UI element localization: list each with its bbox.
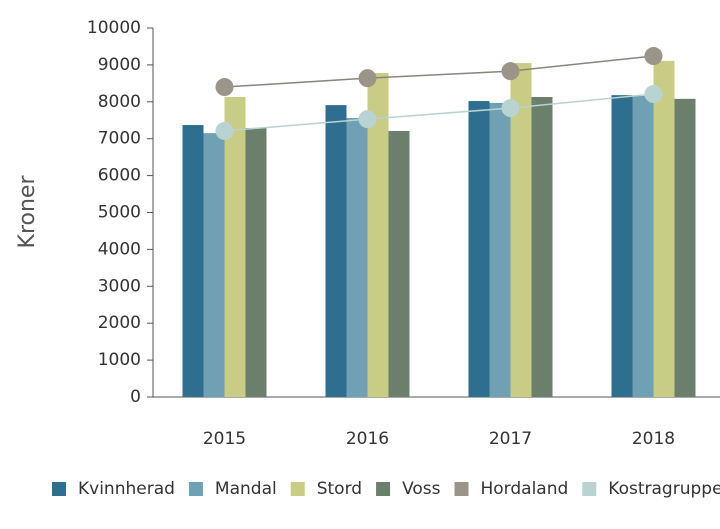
- bar: [611, 95, 633, 398]
- line-point: [644, 47, 663, 66]
- y-axis-label: Kroner: [15, 175, 40, 249]
- legend-swatch: [188, 482, 203, 496]
- bar: [224, 97, 246, 398]
- bar: [468, 101, 490, 397]
- legend-label: Mandal: [215, 479, 277, 499]
- y-tick-label: 9000: [98, 55, 141, 75]
- line: [224, 93, 654, 132]
- x-tick-label: 2017: [489, 429, 532, 449]
- legend-label: Stord: [317, 479, 362, 499]
- y-tick-label: 6000: [98, 166, 141, 186]
- legend-label: Voss: [402, 479, 441, 499]
- legend-swatch: [582, 482, 597, 496]
- y-tick-label: 8000: [98, 92, 141, 112]
- line-point: [215, 78, 234, 97]
- bar: [367, 73, 389, 397]
- bar: [531, 97, 553, 398]
- y-tick-label: 7000: [98, 129, 141, 149]
- y-tick-label: 0: [130, 387, 141, 407]
- legend-label: Hordaland: [481, 479, 569, 499]
- line-point: [358, 69, 377, 88]
- bar: [510, 63, 532, 398]
- legend-swatch: [290, 482, 305, 496]
- bar: [346, 118, 368, 397]
- legend-swatch: [454, 482, 469, 496]
- bar: [203, 133, 225, 398]
- bar: [489, 102, 511, 398]
- legend-label: Kostragruppe 11: [608, 479, 720, 499]
- bar: [653, 60, 675, 397]
- x-tick-label: 2015: [203, 429, 246, 449]
- y-tick-label: 3000: [98, 276, 141, 296]
- x-tick-label: 2016: [346, 429, 389, 449]
- y-tick-label: 4000: [98, 239, 141, 259]
- y-tick-label: 10000: [87, 18, 141, 38]
- legend-label: Kvinnherad: [78, 479, 175, 499]
- line-point: [644, 85, 663, 104]
- y-tick-label: 1000: [98, 350, 141, 370]
- line-point: [501, 99, 520, 118]
- y-tick-label: 2000: [98, 313, 141, 333]
- bar: [388, 130, 410, 398]
- line-point: [358, 110, 377, 129]
- bar: [674, 98, 696, 398]
- legend-swatch: [52, 482, 66, 496]
- bar: [632, 95, 654, 398]
- line-point: [215, 121, 234, 140]
- bar: [245, 127, 267, 398]
- y-tick-label: 5000: [98, 203, 141, 223]
- line: [224, 55, 654, 88]
- bar: [325, 105, 347, 397]
- legend-swatch: [376, 482, 391, 496]
- bar: [182, 125, 204, 397]
- line-point: [501, 62, 520, 81]
- x-tick-label: 2018: [632, 429, 675, 449]
